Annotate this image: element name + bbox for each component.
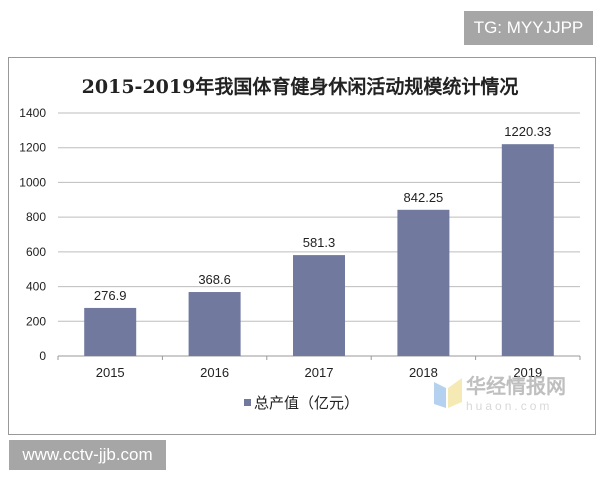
chart-title: 2015-2019年我国体育健身休闲活动规模统计情况: [81, 76, 519, 98]
x-tick-label: 2018: [409, 365, 438, 380]
chart-frame: [8, 57, 596, 435]
x-tick-label: 2015: [96, 365, 125, 380]
bar: [501, 144, 554, 356]
huaon-logo: 华经情报网 huaon.com: [432, 370, 566, 413]
data-label: 368.6: [198, 272, 231, 287]
data-label: 276.9: [94, 288, 127, 303]
bar: [397, 209, 450, 356]
legend: 总产值（亿元）: [244, 392, 359, 413]
watermark-top: TG: MYYJJPP: [464, 11, 593, 45]
y-tick-label: 200: [26, 314, 46, 328]
y-tick-label: 600: [26, 245, 46, 259]
y-tick-label: 800: [26, 210, 46, 224]
x-tick-label: 2017: [305, 365, 334, 380]
bar: [188, 292, 241, 356]
y-tick-label: 1200: [19, 141, 46, 155]
y-tick-label: 1000: [19, 175, 46, 189]
x-tick-label: 2016: [200, 365, 229, 380]
data-label: 842.25: [404, 190, 444, 205]
watermark-bottom: www.cctv-jjb.com: [9, 440, 166, 470]
y-tick-label: 0: [39, 349, 46, 363]
data-label: 581.3: [303, 235, 336, 250]
bar: [84, 307, 137, 356]
legend-swatch: [244, 399, 251, 406]
legend-label: 总产值（亿元）: [254, 395, 360, 412]
bar: [293, 255, 345, 356]
y-tick-label: 400: [26, 280, 46, 294]
x-tick-label: 2019: [513, 365, 542, 380]
data-label: 1220.33: [504, 124, 551, 139]
y-tick-label: 1400: [19, 106, 46, 120]
